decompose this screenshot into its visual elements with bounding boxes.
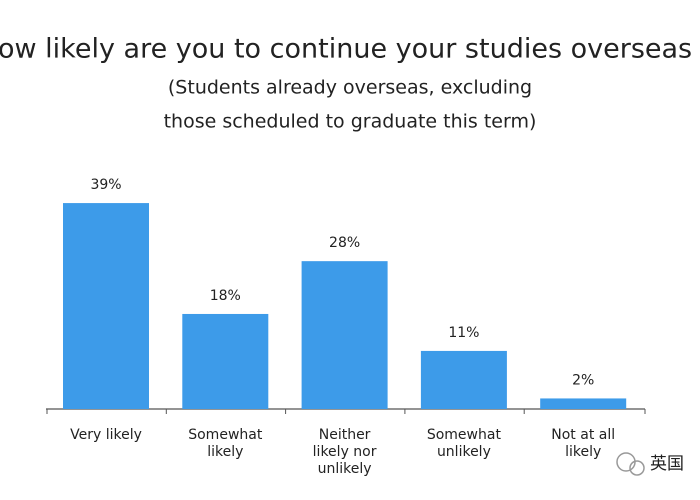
x-tick-label: likely nor xyxy=(313,444,377,460)
x-tick-label: likely xyxy=(565,444,601,460)
bar xyxy=(420,350,507,409)
chart-title: ow likely are you to continue your studi… xyxy=(0,34,700,65)
x-tick-label: Not at all xyxy=(551,427,615,443)
bar xyxy=(182,313,269,409)
x-tick-label: Very likely xyxy=(70,427,142,443)
bar xyxy=(63,203,149,409)
watermark-icon xyxy=(616,452,645,476)
data-label: 28% xyxy=(329,235,360,251)
watermark: 英国 xyxy=(650,454,684,474)
data-label: 39% xyxy=(90,177,121,193)
x-tick-label: Somewhat xyxy=(427,427,502,443)
x-tick-label: unlikely xyxy=(318,461,372,477)
data-label: 2% xyxy=(572,372,594,388)
data-label: 18% xyxy=(210,288,241,304)
chart-subtitle: (Students already overseas, excluding xyxy=(168,77,532,99)
chart-subtitle: those scheduled to graduate this term) xyxy=(164,111,537,133)
x-tick-label: Somewhat xyxy=(188,427,263,443)
x-tick-label: likely xyxy=(207,444,243,460)
x-tick-label: Neither xyxy=(319,427,371,443)
data-label: 11% xyxy=(448,325,479,341)
bar xyxy=(301,261,388,409)
x-tick-label: unlikely xyxy=(437,444,491,460)
bar xyxy=(540,398,627,409)
